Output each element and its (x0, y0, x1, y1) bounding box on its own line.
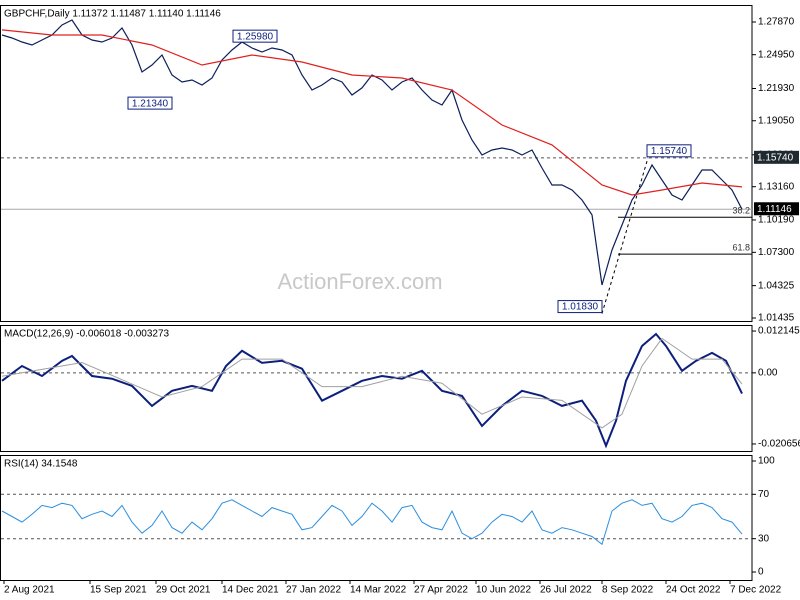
y-tick-label: 1.10190 (758, 215, 795, 226)
y-tick-label: 100 (758, 456, 775, 467)
annotation-box (646, 144, 692, 158)
annotation-box (127, 96, 173, 110)
series-line (1, 332, 743, 449)
x-tick-label: 2 Aug 2021 (4, 585, 55, 596)
y-tick-label: -0.020656 (758, 439, 800, 450)
level-label-box (754, 202, 799, 216)
series-line (1, 19, 743, 286)
panel-title: GBPCHF,Daily 1.11372 1.11487 1.11140 1.1… (4, 9, 221, 20)
x-tick-label: 26 Jul 2022 (540, 585, 592, 596)
y-tick-label: 70 (758, 489, 770, 500)
watermark: ActionForex.com (277, 269, 442, 294)
level-label-box (754, 150, 799, 164)
annotation-box (557, 300, 603, 314)
x-tick-label: 27 Apr 2022 (414, 585, 468, 596)
x-tick-label: 24 Oct 2022 (666, 585, 721, 596)
y-tick-label: 1.27870 (758, 17, 795, 28)
level-label: 1.11146 (757, 204, 792, 215)
fib-label: 38.2 (732, 206, 750, 216)
annotation-label: 1.21340 (132, 98, 169, 109)
y-tick-label: 0 (758, 567, 764, 578)
y-tick-label: 0.012145 (758, 326, 800, 337)
y-tick-label: 1.07300 (758, 247, 795, 258)
annotation-box (232, 29, 278, 43)
panel-frame (0, 325, 753, 452)
annotation-label: 1.01830 (562, 302, 599, 313)
y-tick-label: 1.13160 (758, 181, 795, 192)
series-line (1, 499, 743, 546)
panel-frame (0, 5, 753, 322)
panel-frame (0, 455, 753, 581)
x-tick-label: 7 Dec 2022 (730, 585, 782, 596)
y-tick-label: 1.19050 (758, 115, 795, 126)
panel-title: MACD(12,26,9) -0.006018 -0.003273 (4, 329, 170, 340)
y-tick-label: 1.01435 (758, 313, 795, 324)
x-tick-label: 14 Mar 2022 (350, 585, 407, 596)
fib-label: 61.8 (732, 242, 750, 252)
y-tick-label: 1.04325 (758, 280, 795, 291)
series-line (1, 337, 743, 429)
y-tick-label: 0.00 (758, 367, 778, 378)
x-tick-label: 15 Sep 2021 (90, 585, 147, 596)
y-tick-label: 30 (758, 533, 770, 544)
x-tick-label: 27 Jan 2022 (286, 585, 341, 596)
y-tick-label: 1.24950 (758, 49, 795, 60)
level-label: 1.15740 (757, 152, 794, 163)
annotation-label: 1.15740 (651, 146, 688, 157)
x-tick-label: 14 Dec 2021 (222, 585, 279, 596)
x-tick-label: 10 Jun 2022 (476, 585, 531, 596)
annotation-label: 1.25980 (237, 31, 274, 42)
x-tick-label: 29 Oct 2021 (156, 585, 211, 596)
x-tick-label: 8 Sep 2022 (602, 585, 654, 596)
y-tick-label: 1.21930 (758, 83, 795, 94)
panel-title: RSI(14) 34.1548 (4, 459, 78, 470)
series-line (1, 29, 743, 196)
